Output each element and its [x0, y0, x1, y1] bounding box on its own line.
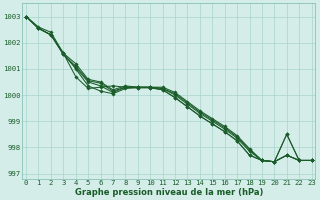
X-axis label: Graphe pression niveau de la mer (hPa): Graphe pression niveau de la mer (hPa)	[75, 188, 263, 197]
